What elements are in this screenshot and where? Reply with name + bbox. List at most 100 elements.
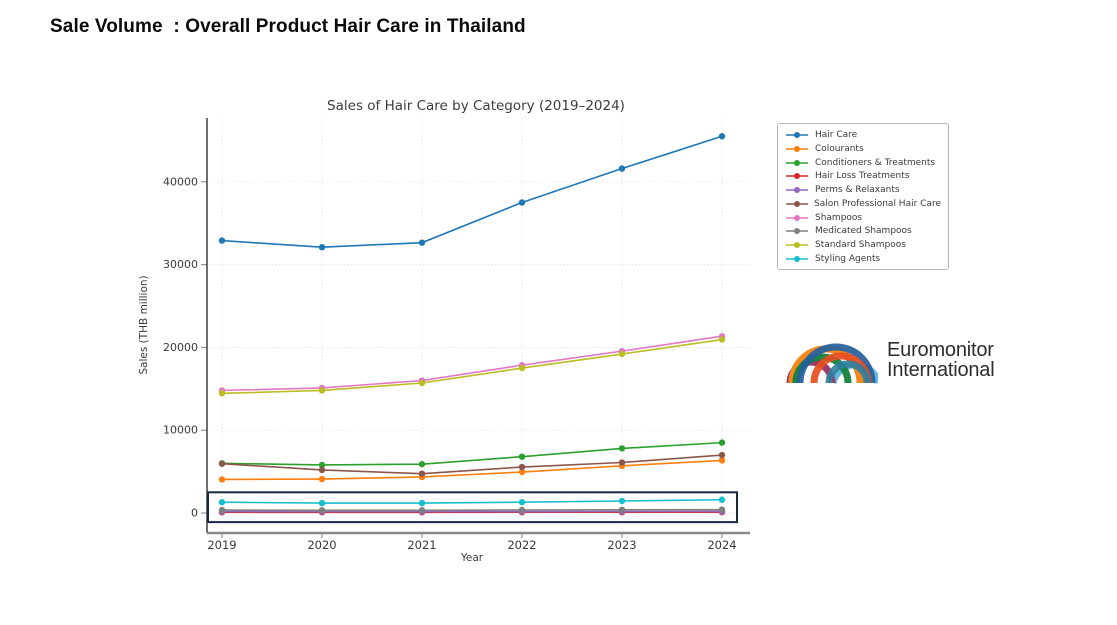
legend-label: Hair Care bbox=[815, 130, 858, 140]
page-title: Sale Volume : Overall Product Hair Care … bbox=[50, 16, 526, 37]
data-point bbox=[518, 499, 526, 506]
data-point bbox=[718, 496, 726, 503]
data-point bbox=[518, 463, 526, 471]
legend-item: Hair Care bbox=[785, 129, 941, 141]
data-point bbox=[718, 451, 726, 459]
legend-label: Styling Agents bbox=[815, 253, 881, 264]
legend-marker-icon bbox=[786, 228, 808, 235]
x-tick-label: 2019 bbox=[207, 538, 236, 552]
legend-marker-icon bbox=[786, 242, 808, 249]
x-tick-label: 2024 bbox=[707, 538, 736, 552]
data-point bbox=[218, 476, 226, 483]
series-line-shampoos bbox=[221, 335, 723, 392]
data-point bbox=[518, 506, 526, 514]
chart-title: Sales of Hair Care by Category (2019–202… bbox=[327, 98, 625, 114]
legend-item: Colourants bbox=[785, 143, 941, 155]
y-tick-label: 20000 bbox=[163, 341, 198, 354]
legend-item: Standard Shampoos bbox=[785, 239, 941, 251]
data-point bbox=[318, 461, 326, 469]
data-point bbox=[218, 499, 226, 506]
legend-item: Conditioners & Treatments bbox=[785, 157, 941, 169]
data-point bbox=[218, 460, 226, 467]
legend-marker-icon bbox=[786, 187, 808, 194]
legend-label: Conditioners & Treatments bbox=[815, 157, 936, 168]
legend-label: Hair Loss Treatments bbox=[815, 171, 910, 182]
data-point bbox=[618, 459, 626, 466]
data-point bbox=[218, 237, 226, 244]
y-tick-label: 30000 bbox=[163, 258, 198, 271]
y-tick-label: 0 bbox=[191, 507, 198, 520]
x-tick-label: 2023 bbox=[607, 538, 636, 552]
logo-line-2: International bbox=[887, 359, 995, 381]
data-point bbox=[318, 499, 326, 507]
legend-label: Standard Shampoos bbox=[815, 240, 906, 251]
series-line-salon-professional-hair-care bbox=[221, 454, 723, 475]
x-axis-label: Year bbox=[460, 552, 484, 564]
series-line-styling-agents bbox=[221, 498, 723, 504]
data-point bbox=[718, 336, 726, 343]
data-point bbox=[518, 468, 526, 476]
legend-marker-icon bbox=[786, 200, 808, 207]
data-point bbox=[318, 475, 326, 483]
legend-label: Perms & Relaxants bbox=[815, 185, 900, 196]
x-tick-label: 2021 bbox=[407, 538, 436, 552]
legend-label: Shampoos bbox=[815, 212, 863, 223]
legend-item: Hair Loss Treatments bbox=[785, 170, 941, 182]
data-point bbox=[318, 244, 326, 251]
euromonitor-logo: Euromonitor International bbox=[786, 336, 995, 384]
series-line-colourants bbox=[221, 459, 723, 481]
data-point bbox=[218, 506, 226, 514]
legend-marker-icon bbox=[786, 132, 808, 138]
legend-item: Shampoos bbox=[785, 212, 941, 224]
data-point bbox=[418, 499, 426, 507]
series-line-medicated-shampoos bbox=[221, 508, 723, 512]
data-point bbox=[418, 460, 426, 468]
series-line-hair-care bbox=[221, 135, 723, 249]
legend-item: Salon Professional Hair Care bbox=[785, 198, 941, 210]
data-point bbox=[318, 466, 326, 474]
y-tick-label: 40000 bbox=[163, 175, 198, 188]
x-tick-label: 2020 bbox=[307, 538, 336, 552]
legend-marker-icon bbox=[786, 255, 808, 262]
data-point bbox=[318, 387, 326, 394]
data-point bbox=[618, 497, 626, 505]
data-point bbox=[418, 239, 426, 246]
euromonitor-arcs-icon bbox=[786, 343, 878, 384]
chart-legend: Hair Care Colourants Conditioners & Treatm… bbox=[777, 123, 949, 270]
legend-item: Styling Agents bbox=[785, 253, 941, 265]
legend-marker-icon bbox=[786, 214, 808, 221]
data-point bbox=[418, 507, 426, 514]
data-point bbox=[418, 379, 426, 387]
data-point bbox=[618, 445, 626, 452]
data-point bbox=[718, 133, 726, 140]
series-line-standard-shampoos bbox=[221, 338, 723, 395]
data-point bbox=[718, 506, 726, 513]
logo-line-1: Euromonitor bbox=[887, 339, 994, 361]
data-point bbox=[618, 506, 626, 514]
data-point bbox=[218, 390, 226, 397]
data-point bbox=[518, 199, 526, 206]
legend-label: Colourants bbox=[815, 143, 864, 154]
data-point bbox=[318, 507, 326, 514]
highlight-box bbox=[207, 491, 738, 524]
data-point bbox=[618, 350, 626, 358]
legend-item: Medicated Shampoos bbox=[785, 225, 941, 237]
legend-marker-icon bbox=[786, 145, 808, 152]
y-axis-label: Sales (THB million) bbox=[138, 275, 150, 374]
data-point bbox=[418, 470, 426, 477]
x-tick-label: 2022 bbox=[507, 538, 536, 552]
legend-label: Medicated Shampoos bbox=[815, 226, 912, 237]
data-point bbox=[718, 457, 726, 464]
data-point bbox=[518, 364, 526, 372]
legend-item: Perms & Relaxants bbox=[785, 184, 941, 196]
y-tick-label: 10000 bbox=[163, 424, 198, 437]
legend-marker-icon bbox=[786, 173, 808, 180]
series-line-conditioners-treatments bbox=[221, 441, 723, 466]
data-point bbox=[618, 165, 626, 172]
euromonitor-wordmark: Euromonitor International bbox=[887, 339, 995, 381]
data-point bbox=[718, 439, 726, 446]
data-point bbox=[518, 453, 526, 460]
legend-marker-icon bbox=[786, 159, 808, 166]
legend-label: Salon Professional Hair Care bbox=[814, 198, 941, 209]
